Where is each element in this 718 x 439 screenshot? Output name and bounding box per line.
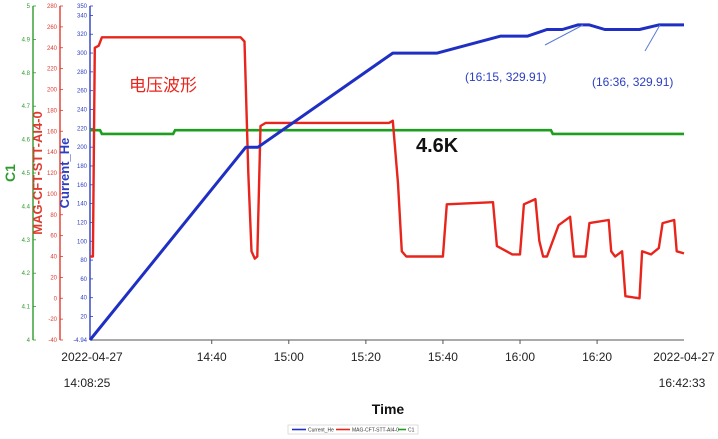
legend-label-mag-cft: MAG-CFT-STT-AI4-0	[352, 428, 399, 434]
legend-box	[287, 424, 419, 435]
y-tick-label-mag-cft: 220	[47, 67, 58, 73]
y-tick-label-c1: 4.9	[22, 37, 31, 43]
y-axis-mag-cft: -40 -20 0 20 40 60 80 100 120 140 160 180 200 220 240 2…	[47, 4, 63, 344]
series-line-current-he	[88, 23, 684, 341]
y-tick-label-c1: 4.6	[22, 138, 31, 144]
y-tick-label-mag-cft: 240	[47, 46, 58, 52]
y-tick-label-mag-cft: 200	[47, 88, 58, 94]
y-axis-title-c1: C1	[2, 164, 18, 182]
y-tick-label-current-he: 240	[77, 108, 88, 114]
y-tick-label-c1: 4.3	[22, 238, 31, 244]
y-tick-label-current-he: 140	[77, 202, 88, 208]
y-tick-label-current-he: 60	[80, 277, 87, 283]
x-tick-label: 15:40	[428, 350, 458, 364]
y-tick-label-current-he: 200	[77, 145, 88, 151]
x-tick-label: 16:00	[505, 350, 535, 364]
y-axis-current-he: -4.94 20 40 60 80 100 120 140 160 180 200 220 240 260…	[73, 4, 93, 344]
y-tick-label-current-he: 40	[80, 296, 87, 302]
y-tick-label-current-he: 260	[77, 89, 88, 95]
series-line-mag-cft	[90, 36, 685, 300]
x-start-time-label: 14:08:25	[64, 376, 111, 390]
annotation-voltage-waveform: 电压波形	[129, 76, 197, 96]
y-tick-label-mag-cft: 80	[50, 213, 57, 219]
annotation-pointer-1615	[544, 24, 584, 46]
y-tick-label-mag-cft: 20	[50, 275, 57, 281]
y-tick-label-c1: 4.7	[22, 104, 31, 110]
y-tick-label-c1: 4.2	[22, 271, 31, 277]
y-tick-label-current-he: 300	[77, 51, 88, 57]
y-tick-label-mag-cft: 140	[47, 150, 58, 156]
annotation-pointer-1636	[644, 24, 661, 52]
annotation-temperature: 4.6K	[416, 135, 459, 157]
y-tick-label-c1: 5	[27, 4, 31, 10]
x-tick-label: 15:00	[274, 350, 304, 364]
x-tick-label: 15:20	[351, 350, 381, 364]
y-tick-label-current-he: 350	[77, 4, 88, 10]
y-tick-label-c1: 4	[27, 338, 31, 344]
y-tick-label-current-he: 280	[77, 70, 88, 76]
y-tick-label-current-he: 20	[80, 315, 87, 321]
y-tick-label-mag-cft: 120	[47, 171, 58, 177]
x-tick-label: 14:40	[197, 350, 227, 364]
y-tick-label-mag-cft: 280	[47, 4, 58, 10]
y-tick-label-current-he: 100	[77, 239, 88, 245]
y-tick-label-current-he: 220	[77, 126, 88, 132]
y-tick-label-current-he: 340	[77, 13, 88, 19]
annotation-point-1636: (16:36, 329.91)	[592, 75, 673, 89]
y-axis-title-current-he: Current_He	[57, 138, 72, 209]
legend-label-current-he: Current_He	[308, 428, 334, 434]
y-tick-label-mag-cft: 40	[50, 255, 57, 261]
y-axis-c1: 4 4.1 4.2 4.3 4.4 4.5 4.6 4.7 4.8 4.9 5	[22, 4, 36, 344]
x-axis: 14:40 15:00 15:20 15:40 16:00 16:20	[90, 339, 684, 364]
y-tick-label-mag-cft: 260	[47, 25, 58, 31]
y-tick-label-mag-cft: 160	[47, 129, 58, 135]
legend-label-c1: C1	[408, 428, 415, 434]
y-tick-label-mag-cft: 0	[54, 296, 58, 302]
y-tick-label-mag-cft: 180	[47, 108, 58, 114]
y-tick-label-mag-cft: -40	[48, 338, 57, 344]
y-tick-label-c1: 4.4	[22, 204, 31, 210]
y-tick-label-c1: 4.5	[22, 171, 31, 177]
y-tick-label-c1: 4.8	[22, 71, 31, 77]
y-tick-label-current-he: 80	[80, 258, 87, 264]
y-tick-label-mag-cft: 60	[50, 234, 57, 240]
legend: Current_He MAG-CFT-STT-AI4-0 C1	[287, 424, 419, 435]
x-axis-title: Time	[372, 401, 405, 417]
x-end-date-label: 2022-04-27	[653, 350, 715, 364]
annotation-point-1615: (16:15, 329.91)	[465, 70, 546, 84]
y-tick-label-current-he: 120	[77, 220, 88, 226]
x-end-time-label: 16:42:33	[659, 376, 706, 390]
series-line-c1	[90, 128, 684, 136]
x-tick-label: 16:20	[582, 350, 612, 364]
y-tick-label-current-he: 320	[77, 32, 88, 38]
y-tick-label-current-he: -4.94	[73, 338, 87, 344]
y-axis-title-mag-cft: MAG-CFT-STT-AI4-0	[30, 111, 45, 235]
y-tick-label-current-he: 180	[77, 164, 88, 170]
y-tick-label-mag-cft: -20	[48, 317, 57, 323]
y-tick-label-current-he: 160	[77, 183, 88, 189]
x-start-date-label: 2022-04-27	[61, 350, 123, 364]
y-tick-label-c1: 4.1	[22, 305, 31, 311]
y-tick-label-mag-cft: 100	[47, 192, 58, 198]
